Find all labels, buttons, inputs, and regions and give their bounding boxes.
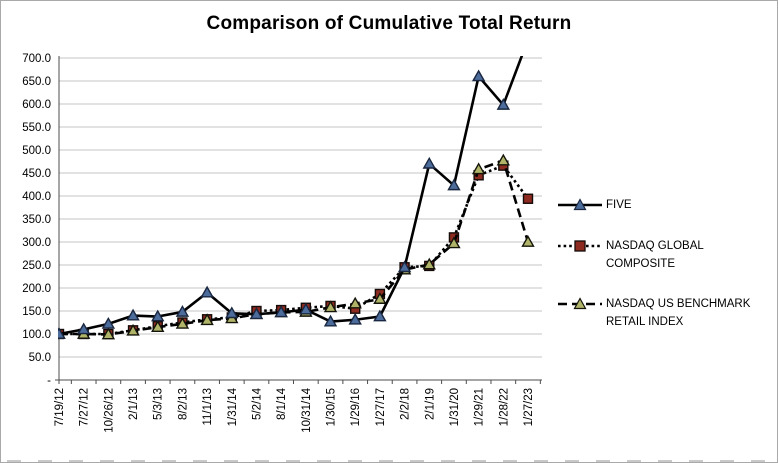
- data-point-marker[interactable]: [348, 296, 362, 309]
- data-point-marker[interactable]: [522, 193, 534, 204]
- chart-title: Comparison of Cumulative Total Return: [206, 13, 572, 34]
- data-point-marker[interactable]: [76, 322, 91, 335]
- series-line-five[interactable]: [58, 40, 528, 336]
- legend-label-nasdaq-us-benchmark-retail: NASDAQ US BENCHMARK RETAIL INDEX: [606, 298, 751, 329]
- nasdaq-composite-series-swatch-icon: [558, 240, 602, 252]
- legend-label-nasdaq-global-composite: NASDAQ GLOBAL COMPOSITE: [606, 239, 704, 270]
- data-point-marker[interactable]: [422, 156, 436, 169]
- y-axis-tick-label: 550.0: [22, 122, 51, 134]
- x-axis-tick-label: 2/2/18: [400, 388, 412, 420]
- x-axis-tick-label: 11/1/13: [202, 388, 214, 426]
- data-point-marker[interactable]: [373, 292, 387, 304]
- data-point-marker[interactable]: [521, 235, 535, 247]
- data-point-marker[interactable]: [200, 285, 214, 298]
- data-point-marker[interactable]: [397, 260, 412, 273]
- legend-item-nasdaq-global-composite[interactable]: NASDAQ GLOBAL COMPOSITE: [557, 238, 773, 274]
- y-axis-tick-label: -: [47, 375, 51, 387]
- y-axis-tick-label: 100.0: [22, 329, 51, 341]
- x-axis-tick-label: 5/2/14: [251, 387, 263, 420]
- x-axis-tick-label: 1/27/23: [523, 388, 535, 426]
- data-point-marker[interactable]: [175, 316, 190, 329]
- y-axis-tick-label: 450.0: [22, 168, 51, 180]
- x-axis-tick-label: 10/26/12: [103, 388, 115, 433]
- data-point-marker[interactable]: [200, 313, 214, 326]
- data-point-marker[interactable]: [323, 314, 338, 327]
- data-point-marker[interactable]: [373, 309, 387, 322]
- legend-item-five[interactable]: FIVE: [557, 197, 773, 215]
- x-axis-tick-label: 1/27/17: [375, 388, 387, 426]
- data-point-marker[interactable]: [447, 178, 461, 191]
- x-axis-tick-label: 5/3/13: [153, 388, 165, 420]
- nasdaq-retail-series-swatch-icon: [558, 297, 602, 310]
- y-axis-tick-label: 200.0: [22, 283, 51, 295]
- x-axis-tick-label: 2/1/19: [424, 388, 436, 420]
- legend-label-five: FIVE: [606, 199, 632, 211]
- x-axis-tick-label: 7/27/12: [79, 388, 91, 426]
- data-point-marker[interactable]: [299, 302, 313, 315]
- legend-item-nasdaq-us-benchmark-retail[interactable]: NASDAQ US BENCHMARK RETAIL INDEX: [557, 296, 773, 332]
- data-point-marker[interactable]: [274, 305, 288, 318]
- x-axis-tick-label: 1/29/16: [350, 388, 362, 426]
- data-point-marker[interactable]: [348, 312, 362, 325]
- y-axis-tick-label: 300.0: [22, 237, 51, 249]
- x-axis-tick-label: 1/31/20: [449, 388, 461, 426]
- x-axis-tick-label: 8/2/13: [177, 388, 189, 420]
- y-axis-tick-label: 250.0: [22, 260, 51, 272]
- data-point-marker[interactable]: [447, 236, 461, 249]
- data-point-marker[interactable]: [225, 306, 239, 319]
- data-point-marker[interactable]: [496, 153, 511, 166]
- data-point-marker[interactable]: [323, 300, 338, 313]
- series-line-nasdaq-global-composite[interactable]: [59, 164, 530, 336]
- five-series-swatch-icon: [558, 198, 602, 211]
- data-point-marker[interactable]: [151, 320, 165, 332]
- x-axis-tick-label: 8/1/14: [276, 387, 288, 420]
- data-point-marker[interactable]: [496, 98, 511, 110]
- y-axis-tick-label: 400.0: [22, 191, 51, 203]
- data-point-marker[interactable]: [54, 327, 66, 339]
- x-axis-tick-label: 1/29/21: [474, 388, 486, 426]
- data-point-marker[interactable]: [249, 307, 264, 320]
- data-point-marker[interactable]: [101, 316, 116, 329]
- data-point-marker[interactable]: [175, 305, 190, 317]
- y-axis-tick-label: 150.0: [22, 306, 51, 318]
- data-point-marker[interactable]: [422, 257, 436, 270]
- x-axis-tick-label: 1/31/14: [227, 387, 239, 426]
- x-axis-tick-label: 7/19/12: [54, 388, 66, 426]
- y-axis-tick-label: 700.0: [22, 53, 51, 65]
- x-axis-tick-label: 10/31/14: [301, 387, 313, 432]
- data-point-marker[interactable]: [101, 327, 116, 340]
- legend: FIVE NASDAQ GLOBAL COMPOSITE NASDAQ US B…: [557, 197, 773, 355]
- data-point-marker[interactable]: [471, 69, 486, 82]
- data-point-marker[interactable]: [523, 34, 534, 44]
- x-axis-tick-label: 2/1/13: [128, 388, 140, 420]
- y-axis-tick-label: 600.0: [22, 99, 51, 111]
- series-group-five: [54, 34, 534, 339]
- data-point-marker[interactable]: [126, 308, 140, 321]
- x-axis-tick-label: 1/28/22: [498, 388, 510, 426]
- y-axis-tick-label: 650.0: [22, 76, 51, 88]
- y-axis-tick-label: 50.0: [29, 352, 51, 364]
- data-point-marker[interactable]: [471, 162, 486, 175]
- x-axis-tick-label: 1/30/15: [326, 388, 338, 426]
- y-axis-tick-label: 500.0: [22, 145, 51, 157]
- data-point-marker[interactable]: [126, 323, 140, 336]
- data-point-marker[interactable]: [151, 309, 165, 322]
- y-axis-tick-label: 350.0: [22, 214, 51, 226]
